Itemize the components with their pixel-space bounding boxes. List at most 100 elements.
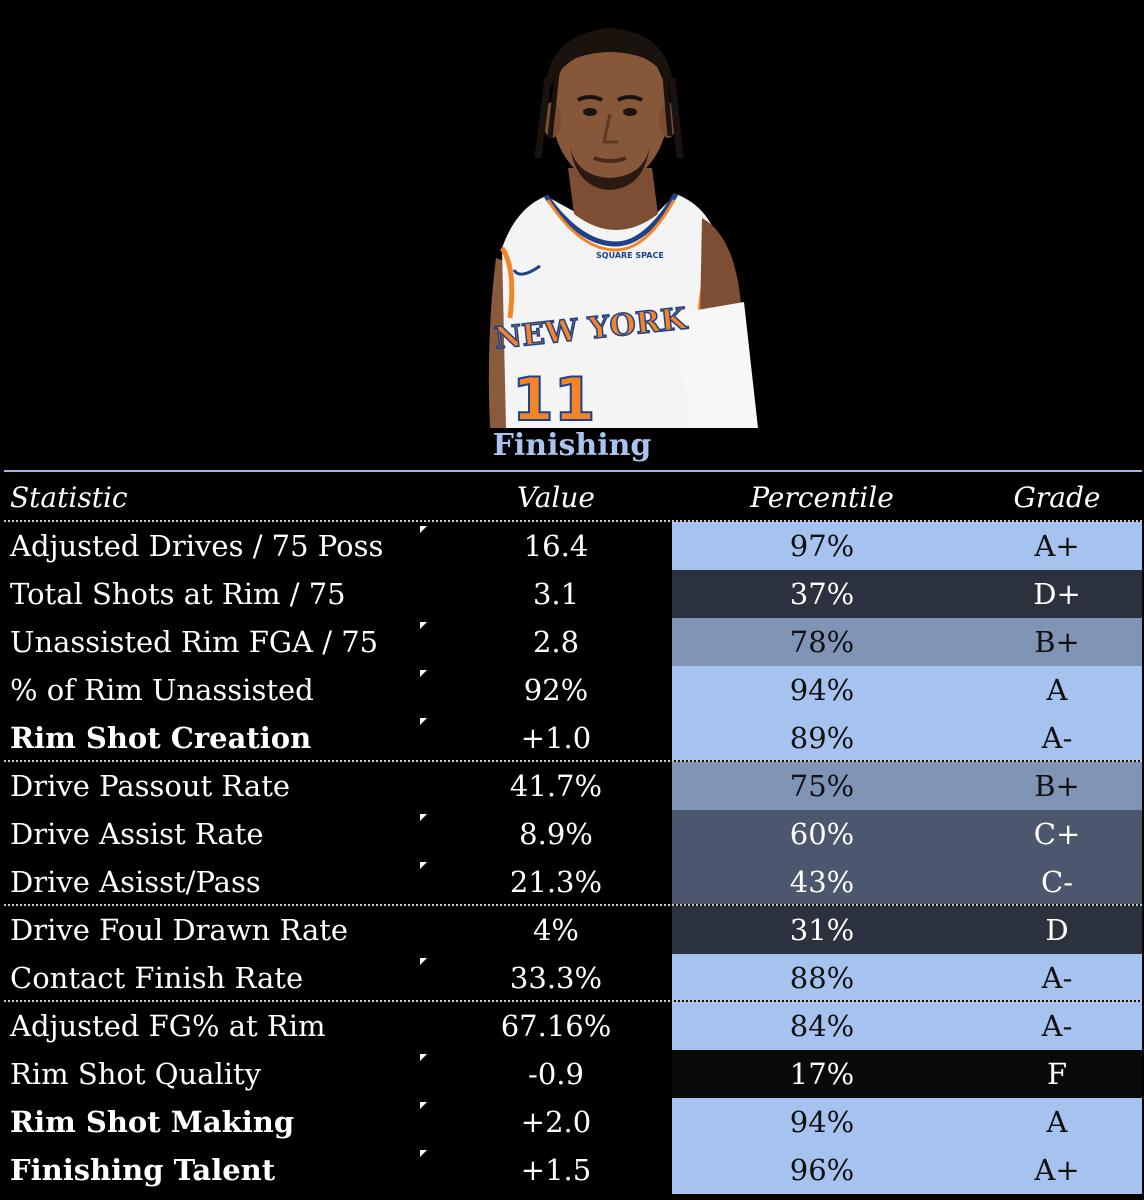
stat-value: 41.7% [509,769,603,803]
table-row: Total Shots at Rim / 75 3.1 37% D+ [4,570,1142,618]
header-statistic: Statistic [10,481,128,514]
stat-grade: A+ [1034,1153,1080,1187]
stats-table: Adjusted Drives / 75 Poss 16.4 97% A+ To… [4,522,1142,1194]
stat-value: 33.3% [509,961,603,995]
table-row: Rim Shot Creation +1.0 89% A- [4,714,1142,762]
percentile-band [672,1050,1142,1098]
stat-grade: C+ [1033,817,1081,851]
stat-name: Rim Shot Making [10,1105,295,1139]
stat-percentile: 84% [789,1009,855,1043]
percentile-band [672,666,1142,714]
stat-value: 92% [523,673,589,707]
stat-percentile: 78% [789,625,855,659]
stat-grade: B+ [1034,769,1080,803]
stat-grade: C- [1041,865,1073,899]
percentile-band [672,1146,1142,1194]
stat-name: Drive Passout Rate [10,769,291,803]
stat-percentile: 43% [789,865,855,899]
stat-name: Unassisted Rim FGA / 75 [10,625,379,659]
stat-value: +1.5 [520,1153,592,1187]
stat-percentile: 75% [789,769,855,803]
stat-name: Adjusted Drives / 75 Poss [10,529,384,563]
percentile-band [672,1002,1142,1050]
percentile-band [672,1098,1142,1146]
note-marker-icon[interactable] [420,814,427,821]
stat-grade: A- [1041,961,1073,995]
percentile-band [672,954,1142,1000]
table-row: Unassisted Rim FGA / 75 2.8 78% B+ [4,618,1142,666]
title-divider [4,470,1142,472]
note-marker-icon[interactable] [420,1054,427,1061]
stat-percentile: 88% [789,961,855,995]
stat-value: +2.0 [520,1105,592,1139]
percentile-band [672,570,1142,618]
stat-percentile: 97% [789,529,855,563]
stat-name: Finishing Talent [10,1153,276,1187]
stat-name: Rim Shot Quality [10,1057,262,1091]
stat-name: Drive Assist Rate [10,817,264,851]
table-row: % of Rim Unassisted 92% 94% A [4,666,1142,714]
stat-value: 4% [532,913,579,947]
stat-value: 2.8 [532,625,580,659]
stat-percentile: 96% [789,1153,855,1187]
stat-name: Contact Finish Rate [10,961,304,995]
stat-name: Adjusted FG% at Rim [10,1009,326,1043]
stat-grade: F [1046,1057,1068,1091]
percentile-band [672,810,1142,858]
stat-value: +1.0 [520,721,592,755]
stat-grade: A [1046,1105,1068,1139]
stat-percentile: 31% [789,913,855,947]
stat-name: Rim Shot Creation [10,721,312,755]
note-marker-icon[interactable] [420,718,427,725]
section-title: Finishing [492,428,652,463]
percentile-band [672,618,1142,666]
stat-grade: A- [1041,721,1073,755]
stat-value: 8.9% [519,817,593,851]
note-marker-icon[interactable] [420,1150,427,1157]
header-value: Value [517,481,595,514]
jersey-sponsor-text: SQUARE SPACE [596,251,664,260]
table-row: Drive Foul Drawn Rate 4% 31% D [4,906,1142,954]
stat-percentile: 17% [789,1057,855,1091]
stat-value: -0.9 [528,1057,584,1091]
note-marker-icon[interactable] [420,1102,427,1109]
table-row: Finishing Talent +1.5 96% A+ [4,1146,1142,1194]
note-marker-icon[interactable] [420,862,427,869]
stat-percentile: 94% [789,673,855,707]
percentile-band [672,762,1142,810]
table-header: Statistic Value Percentile Grade [4,474,1142,522]
jersey-number-text: 11 [512,365,596,428]
note-marker-icon[interactable] [420,670,427,677]
player-photo: SQUARE SPACE NEW YORK 11 [488,28,758,428]
stat-grade: D+ [1033,577,1081,611]
table-row: Contact Finish Rate 33.3% 88% A- [4,954,1142,1002]
percentile-band [672,522,1142,570]
stat-grade: A [1046,673,1068,707]
note-marker-icon[interactable] [420,958,427,965]
stat-name: Total Shots at Rim / 75 [10,577,346,611]
stat-name: Drive Foul Drawn Rate [10,913,349,947]
stat-value: 16.4 [523,529,589,563]
stat-grade: D [1045,913,1069,947]
stat-grade: A- [1041,1009,1073,1043]
stat-grade: B+ [1034,625,1080,659]
note-marker-icon[interactable] [420,622,427,629]
stat-name: % of Rim Unassisted [10,673,314,707]
note-marker-icon[interactable] [420,526,427,533]
header-grade: Grade [1013,481,1101,514]
stat-name: Drive Asisst/Pass [10,865,261,899]
stat-grade: A+ [1034,529,1080,563]
stat-percentile: 60% [789,817,855,851]
stat-percentile: 37% [789,577,855,611]
percentile-band [672,714,1142,760]
table-row: Adjusted Drives / 75 Poss 16.4 97% A+ [4,522,1142,570]
stat-percentile: 94% [789,1105,855,1139]
table-row: Drive Asisst/Pass 21.3% 43% C- [4,858,1142,906]
stat-percentile: 89% [789,721,855,755]
table-row: Drive Assist Rate 8.9% 60% C+ [4,810,1142,858]
percentile-band [672,858,1142,904]
stat-value: 67.16% [500,1009,612,1043]
stat-value: 3.1 [532,577,580,611]
stat-value: 21.3% [509,865,603,899]
table-row: Rim Shot Quality -0.9 17% F [4,1050,1142,1098]
